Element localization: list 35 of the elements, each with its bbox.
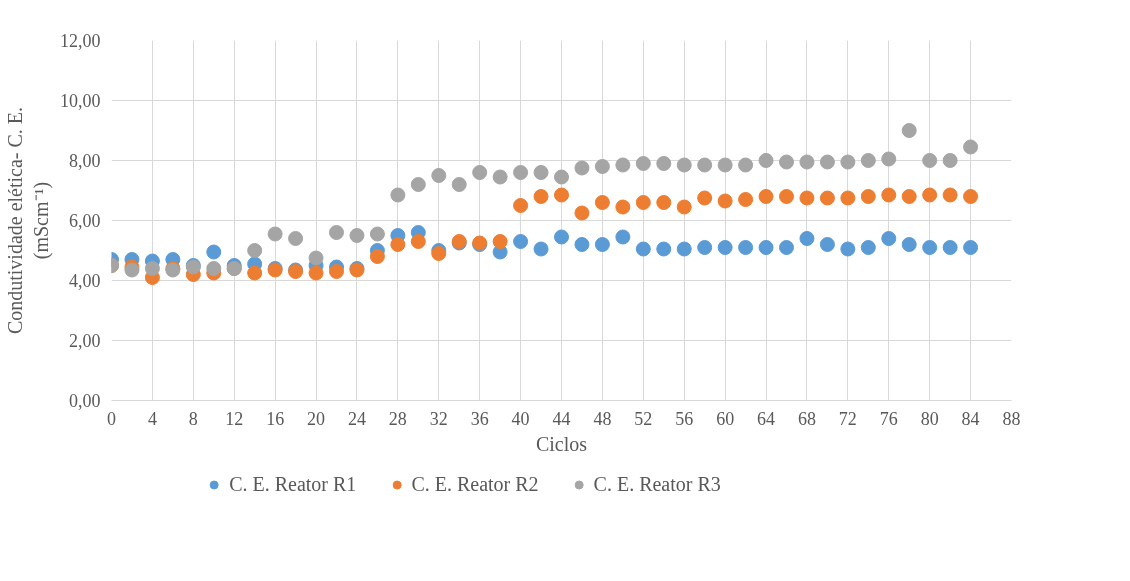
y-tick-label: 10,00 [60, 91, 101, 111]
x-tick-label: 52 [634, 408, 653, 429]
x-tick-label: 80 [920, 408, 939, 429]
x-tick-label: 68 [797, 408, 816, 429]
x-tick-label: 56 [675, 408, 694, 429]
x-axis-title: Ciclos [535, 432, 588, 455]
y-tick-label: 2,00 [69, 331, 101, 351]
y-tick-label: 4,00 [69, 271, 101, 291]
x-tick-label: 64 [757, 408, 776, 429]
y-axis-title: Condutividade elética- C. E. (mScm⁻¹) [3, 106, 53, 335]
x-tick-label: 0 [107, 408, 116, 429]
x-tick-label: 60 [716, 408, 735, 429]
x-tick-label: 76 [879, 408, 898, 429]
x-tick-label: 88 [1002, 408, 1021, 429]
x-tick-label: 16 [266, 408, 285, 429]
x-tick-label: 20 [307, 408, 326, 429]
x-tick-label: 72 [838, 408, 857, 429]
y-tick-label: 12,00 [60, 31, 101, 51]
x-tick-label: 24 [347, 408, 366, 429]
x-tick-label: 32 [429, 408, 448, 429]
x-tick-label: 48 [593, 408, 612, 429]
legend-label: C. E. Reator R1 [229, 472, 357, 496]
y-tick-label: 8,00 [69, 151, 101, 171]
x-tick-label: 40 [511, 408, 530, 429]
x-tick-label: 44 [552, 408, 571, 429]
x-tick-label: 4 [147, 408, 157, 429]
y-tick-label: 6,00 [69, 211, 101, 231]
legend-label: C. E. Reator R3 [593, 472, 721, 496]
x-tick-label: 28 [388, 408, 407, 429]
legend-label: C. E. Reator R2 [411, 472, 539, 496]
x-tick-label: 12 [225, 408, 244, 429]
x-tick-label: 36 [470, 408, 489, 429]
x-tick-label: 84 [961, 408, 980, 429]
x-tick-label: 8 [188, 408, 198, 429]
y-tick-label: 0,00 [69, 391, 101, 411]
